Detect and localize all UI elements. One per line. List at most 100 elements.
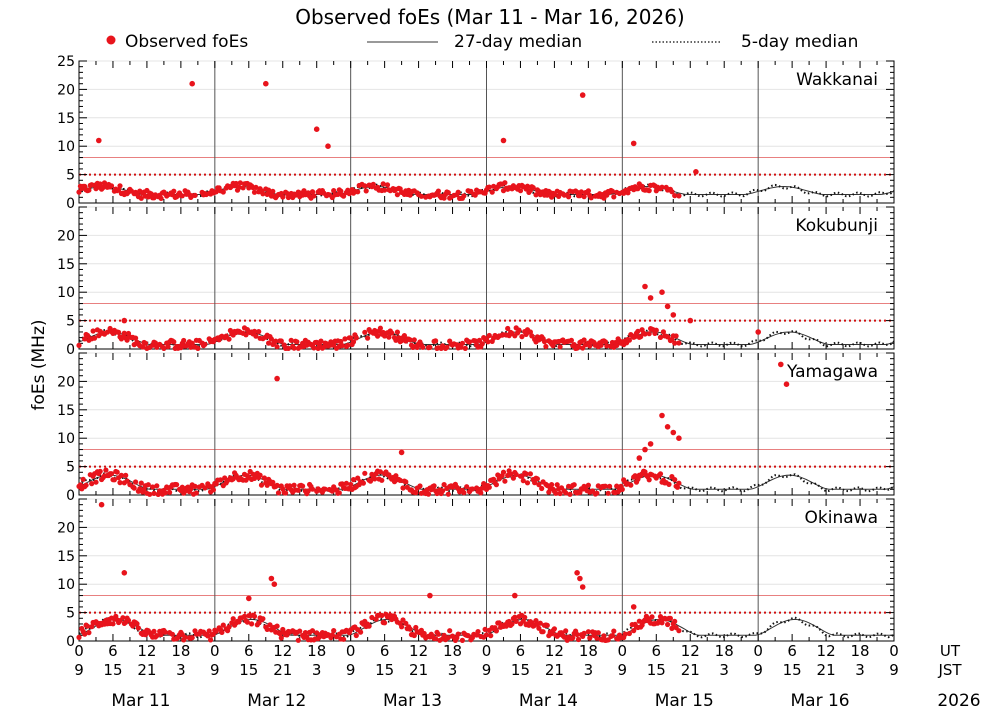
observed-point xyxy=(366,623,372,629)
observed-point xyxy=(329,632,335,638)
observed-point xyxy=(479,341,485,347)
day-label: Mar 14 xyxy=(519,691,578,711)
observed-point xyxy=(386,334,392,340)
observed-point xyxy=(266,340,272,346)
observed-point xyxy=(669,625,675,632)
observed-point xyxy=(646,188,652,194)
x-tick-label-ut: 0 xyxy=(210,642,220,660)
observed-point xyxy=(362,470,368,476)
observed-point xyxy=(377,325,383,331)
observed-point xyxy=(167,489,173,495)
observed-outlier-point xyxy=(755,329,761,335)
observed-point xyxy=(476,337,482,343)
observed-point xyxy=(339,343,345,349)
observed-point xyxy=(574,631,580,638)
observed-point xyxy=(217,477,224,483)
observed-point xyxy=(527,471,534,477)
observed-point xyxy=(541,339,548,345)
day-label: Mar 16 xyxy=(791,691,850,711)
legend-observed-marker xyxy=(106,35,116,45)
observed-point xyxy=(594,635,600,641)
observed-point xyxy=(360,480,366,486)
observed-point xyxy=(478,490,484,496)
observed-outlier-point xyxy=(778,361,784,368)
observed-point xyxy=(178,345,184,351)
x-tick-label-ut: 12 xyxy=(817,642,836,660)
observed-point xyxy=(585,188,592,194)
observed-point xyxy=(110,621,116,627)
observed-point xyxy=(455,189,461,195)
observed-point xyxy=(302,630,308,636)
observed-point xyxy=(632,473,638,479)
observed-point xyxy=(649,614,655,620)
observed-point xyxy=(380,181,386,187)
observed-point xyxy=(362,329,368,335)
observed-point xyxy=(179,193,185,199)
observed-point xyxy=(489,189,495,195)
x-tick-label-jst: 3 xyxy=(855,661,865,679)
observed-point xyxy=(288,337,294,343)
observed-point xyxy=(253,333,259,339)
observed-point xyxy=(585,629,592,635)
observed-point xyxy=(206,628,212,634)
observed-outlier-point xyxy=(121,570,128,576)
observed-point xyxy=(311,193,317,199)
station-label: Yamagawa xyxy=(786,362,878,382)
observed-point xyxy=(97,181,103,187)
observed-point xyxy=(673,333,679,339)
observed-point xyxy=(370,181,376,187)
observed-point xyxy=(309,189,316,195)
observed-outlier-point xyxy=(670,429,677,436)
observed-point xyxy=(125,617,132,623)
observed-point xyxy=(341,636,347,642)
observed-point xyxy=(257,472,263,478)
observed-point xyxy=(379,612,385,619)
x-tick-label-jst: 9 xyxy=(618,661,628,679)
observed-point xyxy=(116,187,122,193)
observed-outlier-point xyxy=(676,435,682,442)
observed-point xyxy=(294,339,300,345)
y-tick-label: 5 xyxy=(66,314,75,330)
observed-point xyxy=(636,618,642,624)
observed-point xyxy=(537,620,543,626)
observed-point xyxy=(363,188,369,194)
observed-point xyxy=(341,193,347,199)
observed-point xyxy=(244,619,250,625)
observed-outlier-point xyxy=(577,575,583,582)
x-tick-label-ut: 0 xyxy=(618,642,628,660)
observed-point xyxy=(568,337,575,343)
day-label: Mar 15 xyxy=(655,691,714,711)
y-tick-label: 20 xyxy=(57,82,75,98)
observed-point xyxy=(367,478,374,484)
observed-point xyxy=(300,483,306,489)
observed-point xyxy=(249,621,255,627)
observed-point xyxy=(553,490,559,496)
observed-point xyxy=(417,483,423,489)
observed-point xyxy=(358,629,364,635)
observed-point xyxy=(274,344,280,350)
y-tick-label: 20 xyxy=(57,520,75,536)
observed-point xyxy=(353,335,359,341)
observed-point xyxy=(118,472,124,478)
legend-observed-label: Observed foEs xyxy=(125,32,248,52)
x-tick-label-jst: 9 xyxy=(482,661,492,679)
observed-point xyxy=(445,491,451,497)
observed-point xyxy=(500,469,507,475)
observed-outlier-point xyxy=(647,441,654,447)
x-tick-label-jst: 15 xyxy=(375,661,394,679)
x-tick-label-ut: 0 xyxy=(74,642,84,660)
observed-point xyxy=(588,195,594,201)
y-tick-label: 0 xyxy=(66,488,75,504)
observed-point xyxy=(219,629,225,636)
x-tick-label-ut: 18 xyxy=(443,642,462,660)
observed-point xyxy=(533,192,539,198)
observed-point xyxy=(192,483,198,489)
observed-point xyxy=(277,631,283,637)
x-tick-label-jst: 15 xyxy=(511,661,530,679)
observed-point xyxy=(375,333,381,339)
observed-point xyxy=(322,486,328,492)
observed-point xyxy=(348,481,354,488)
observed-point xyxy=(420,344,426,350)
y-tick-label: 15 xyxy=(57,257,75,273)
observed-point xyxy=(346,191,352,197)
